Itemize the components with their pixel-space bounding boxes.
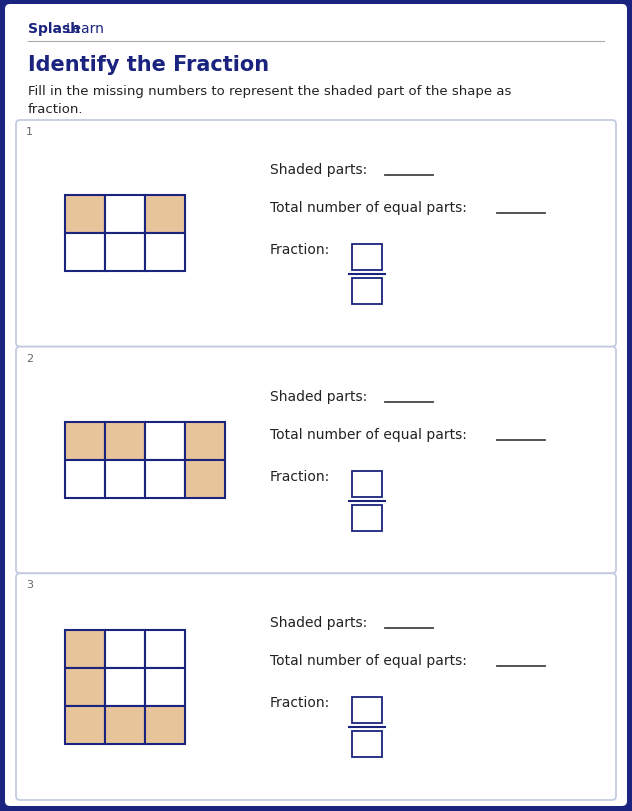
Bar [145, 667, 185, 706]
Bar [105, 196, 145, 234]
Bar [145, 630, 185, 667]
FancyBboxPatch shape [16, 347, 616, 573]
Bar [65, 234, 105, 272]
Text: Fraction:: Fraction: [270, 242, 331, 257]
Bar [145, 461, 185, 499]
Bar [65, 196, 105, 234]
FancyBboxPatch shape [16, 121, 616, 347]
Text: Fill in the missing numbers to represent the shaded part of the shape as
fractio: Fill in the missing numbers to represent… [28, 85, 511, 116]
Bar [105, 423, 145, 461]
Bar [185, 461, 225, 499]
Bar [352, 471, 382, 497]
Bar [145, 423, 185, 461]
Bar [145, 196, 185, 234]
Text: Total number of equal parts:: Total number of equal parts: [270, 427, 467, 441]
Bar [65, 461, 105, 499]
Bar [65, 423, 105, 461]
Bar [352, 732, 382, 757]
Text: 2: 2 [26, 354, 33, 363]
Bar [105, 461, 145, 499]
Text: Learn: Learn [66, 22, 105, 36]
Text: Identify the Fraction: Identify the Fraction [28, 55, 269, 75]
Text: Shaded parts:: Shaded parts: [270, 616, 367, 629]
Bar [185, 423, 225, 461]
Text: Total number of equal parts:: Total number of equal parts: [270, 654, 467, 667]
Bar [65, 630, 105, 667]
Text: 1: 1 [26, 127, 33, 137]
Text: Fraction:: Fraction: [270, 696, 331, 710]
FancyBboxPatch shape [16, 573, 616, 800]
Bar [352, 697, 382, 723]
Bar [105, 706, 145, 744]
Bar [352, 505, 382, 531]
Text: Shaded parts:: Shaded parts: [270, 163, 367, 177]
FancyBboxPatch shape [5, 5, 627, 806]
Bar [65, 706, 105, 744]
Text: Fraction:: Fraction: [270, 469, 331, 483]
Text: Total number of equal parts:: Total number of equal parts: [270, 201, 467, 215]
Bar [145, 234, 185, 272]
Bar [65, 667, 105, 706]
Text: Shaded parts:: Shaded parts: [270, 389, 367, 403]
Bar [105, 234, 145, 272]
Bar [145, 706, 185, 744]
Bar [352, 245, 382, 271]
Bar [105, 667, 145, 706]
Bar [352, 279, 382, 305]
Text: Splash: Splash [28, 22, 80, 36]
Text: 3: 3 [26, 580, 33, 590]
Bar [105, 630, 145, 667]
